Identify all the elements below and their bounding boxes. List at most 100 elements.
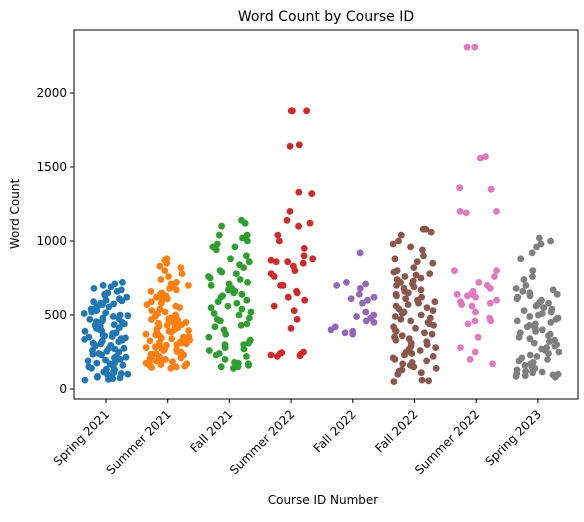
y-tick-label: 500: [44, 308, 67, 322]
data-point: [391, 334, 398, 341]
data-point: [539, 326, 546, 333]
data-point: [290, 263, 297, 270]
data-point: [233, 270, 240, 277]
data-point: [519, 355, 526, 362]
data-point: [173, 346, 180, 353]
data-point: [287, 208, 294, 215]
data-point: [244, 279, 251, 286]
data-point: [216, 232, 223, 239]
data-point: [295, 189, 302, 196]
data-point: [82, 328, 89, 335]
data-point: [185, 282, 192, 289]
data-point: [91, 285, 98, 292]
y-tick-label: 1000: [36, 234, 67, 248]
data-point: [119, 298, 126, 305]
x-axis-label: Course ID Number: [268, 493, 379, 507]
data-point: [364, 297, 371, 304]
data-point: [109, 330, 116, 337]
data-point: [300, 260, 307, 267]
data-point: [549, 306, 556, 313]
data-point: [268, 270, 275, 277]
data-point: [551, 337, 558, 344]
data-point: [539, 310, 546, 317]
data-point: [540, 304, 547, 311]
data-point: [534, 353, 541, 360]
data-point: [547, 331, 554, 338]
data-point: [246, 258, 253, 265]
data-point: [168, 281, 175, 288]
data-point: [410, 264, 417, 271]
data-point: [348, 295, 355, 302]
data-point: [148, 307, 155, 314]
data-point: [362, 309, 369, 316]
data-point: [168, 329, 175, 336]
data-point: [105, 376, 112, 383]
data-point: [148, 364, 155, 371]
data-point: [419, 247, 426, 254]
data-point: [243, 252, 250, 259]
data-point: [179, 270, 186, 277]
data-point: [116, 315, 123, 322]
data-point: [303, 107, 310, 114]
data-point: [429, 260, 436, 267]
data-point: [413, 272, 420, 279]
data-point: [118, 370, 125, 377]
data-point: [86, 316, 93, 323]
data-point: [186, 333, 193, 340]
data-point: [161, 257, 168, 264]
data-point: [489, 360, 496, 367]
data-point: [399, 360, 406, 367]
data-point: [102, 309, 109, 316]
data-point: [431, 298, 438, 305]
data-point: [357, 285, 364, 292]
data-point: [244, 321, 251, 328]
data-point: [226, 281, 233, 288]
y-tick-label: 0: [59, 382, 67, 396]
data-point: [544, 356, 551, 363]
data-point: [399, 310, 406, 317]
data-point: [514, 295, 521, 302]
data-point: [158, 289, 165, 296]
data-point: [514, 366, 521, 373]
data-point: [222, 341, 229, 348]
data-point: [484, 282, 491, 289]
data-point: [271, 303, 278, 310]
data-point: [493, 267, 500, 274]
data-point: [154, 310, 161, 317]
data-point: [102, 357, 109, 364]
data-point: [463, 210, 470, 217]
data-point: [287, 143, 294, 150]
data-point: [391, 269, 398, 276]
data-point: [274, 232, 281, 239]
data-point: [237, 276, 244, 283]
data-point: [433, 365, 440, 372]
data-point: [539, 369, 546, 376]
data-point: [418, 312, 425, 319]
data-point: [457, 344, 464, 351]
data-point: [451, 267, 458, 274]
data-point: [423, 358, 430, 365]
data-point: [519, 288, 526, 295]
data-point: [122, 335, 129, 342]
data-point: [294, 316, 301, 323]
data-point: [470, 288, 477, 295]
data-point: [308, 190, 315, 197]
data-point: [244, 232, 251, 239]
data-point: [516, 334, 523, 341]
data-point: [160, 357, 167, 364]
data-point: [172, 312, 179, 319]
data-point: [215, 298, 222, 305]
data-point: [417, 347, 424, 354]
data-point: [143, 344, 150, 351]
data-point: [218, 363, 225, 370]
data-point: [111, 281, 118, 288]
data-point: [405, 289, 412, 296]
data-point: [155, 320, 162, 327]
data-point: [349, 328, 356, 335]
data-point: [214, 316, 221, 323]
data-point: [185, 327, 192, 334]
data-point: [225, 303, 232, 310]
data-point: [393, 292, 400, 299]
data-point: [356, 291, 363, 298]
data-point: [410, 278, 417, 285]
